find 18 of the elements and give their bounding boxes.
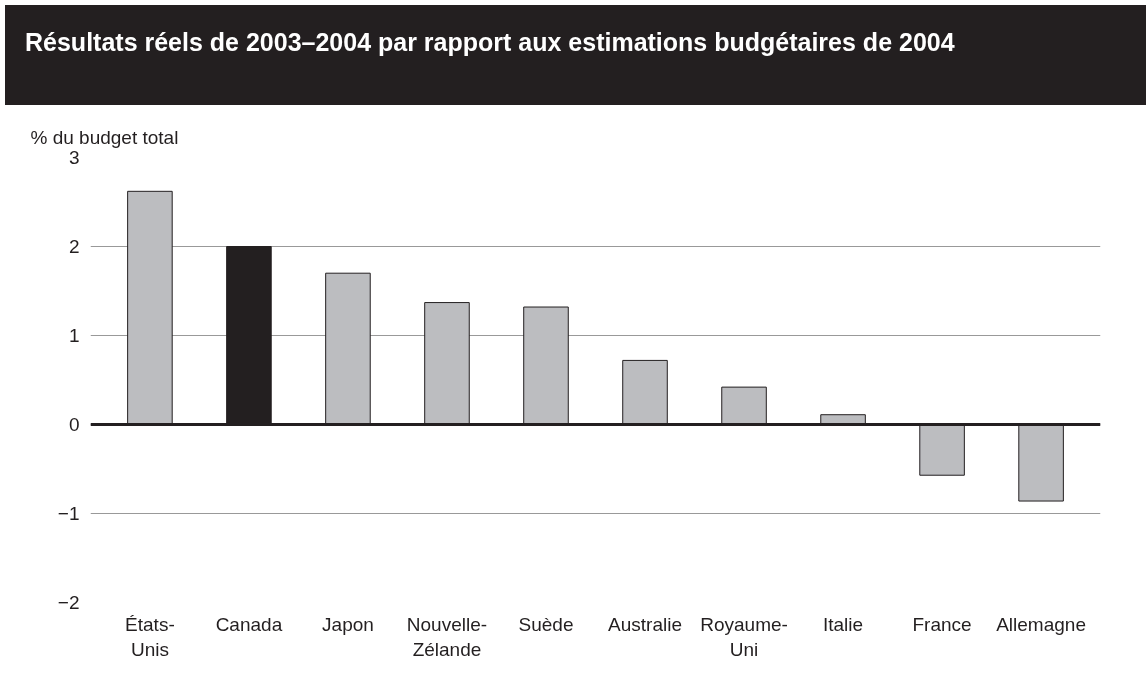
x-tick-label: France [912,613,972,635]
x-tick-label: Australie [608,613,682,635]
y-tick-label: 0 [68,414,80,435]
y-tick-label: 1 [68,325,80,346]
chart-title: Résultats réels de 2003–2004 par rapport aux estimations budgétaires de 2004 [25,27,955,58]
x-tick-label: Suède [518,613,574,635]
x-tick-label: Nouvelle-Zélande [406,613,488,660]
y-axis-title: % du budget total [30,126,179,148]
x-tick-label: Italie [822,613,864,635]
x-tick-label: Japon [322,613,374,635]
y-tick-label: 3 [68,147,80,168]
x-tick-label: Royaume-Uni [700,613,788,660]
x-tick-label: Allemagne [996,613,1086,635]
y-tick-label: −1 [57,503,80,524]
y-tick-label: −2 [57,592,80,613]
x-tick-label: États-Unis [125,613,175,660]
y-tick-label: 2 [68,236,80,257]
x-tick-label: Canada [215,613,283,635]
